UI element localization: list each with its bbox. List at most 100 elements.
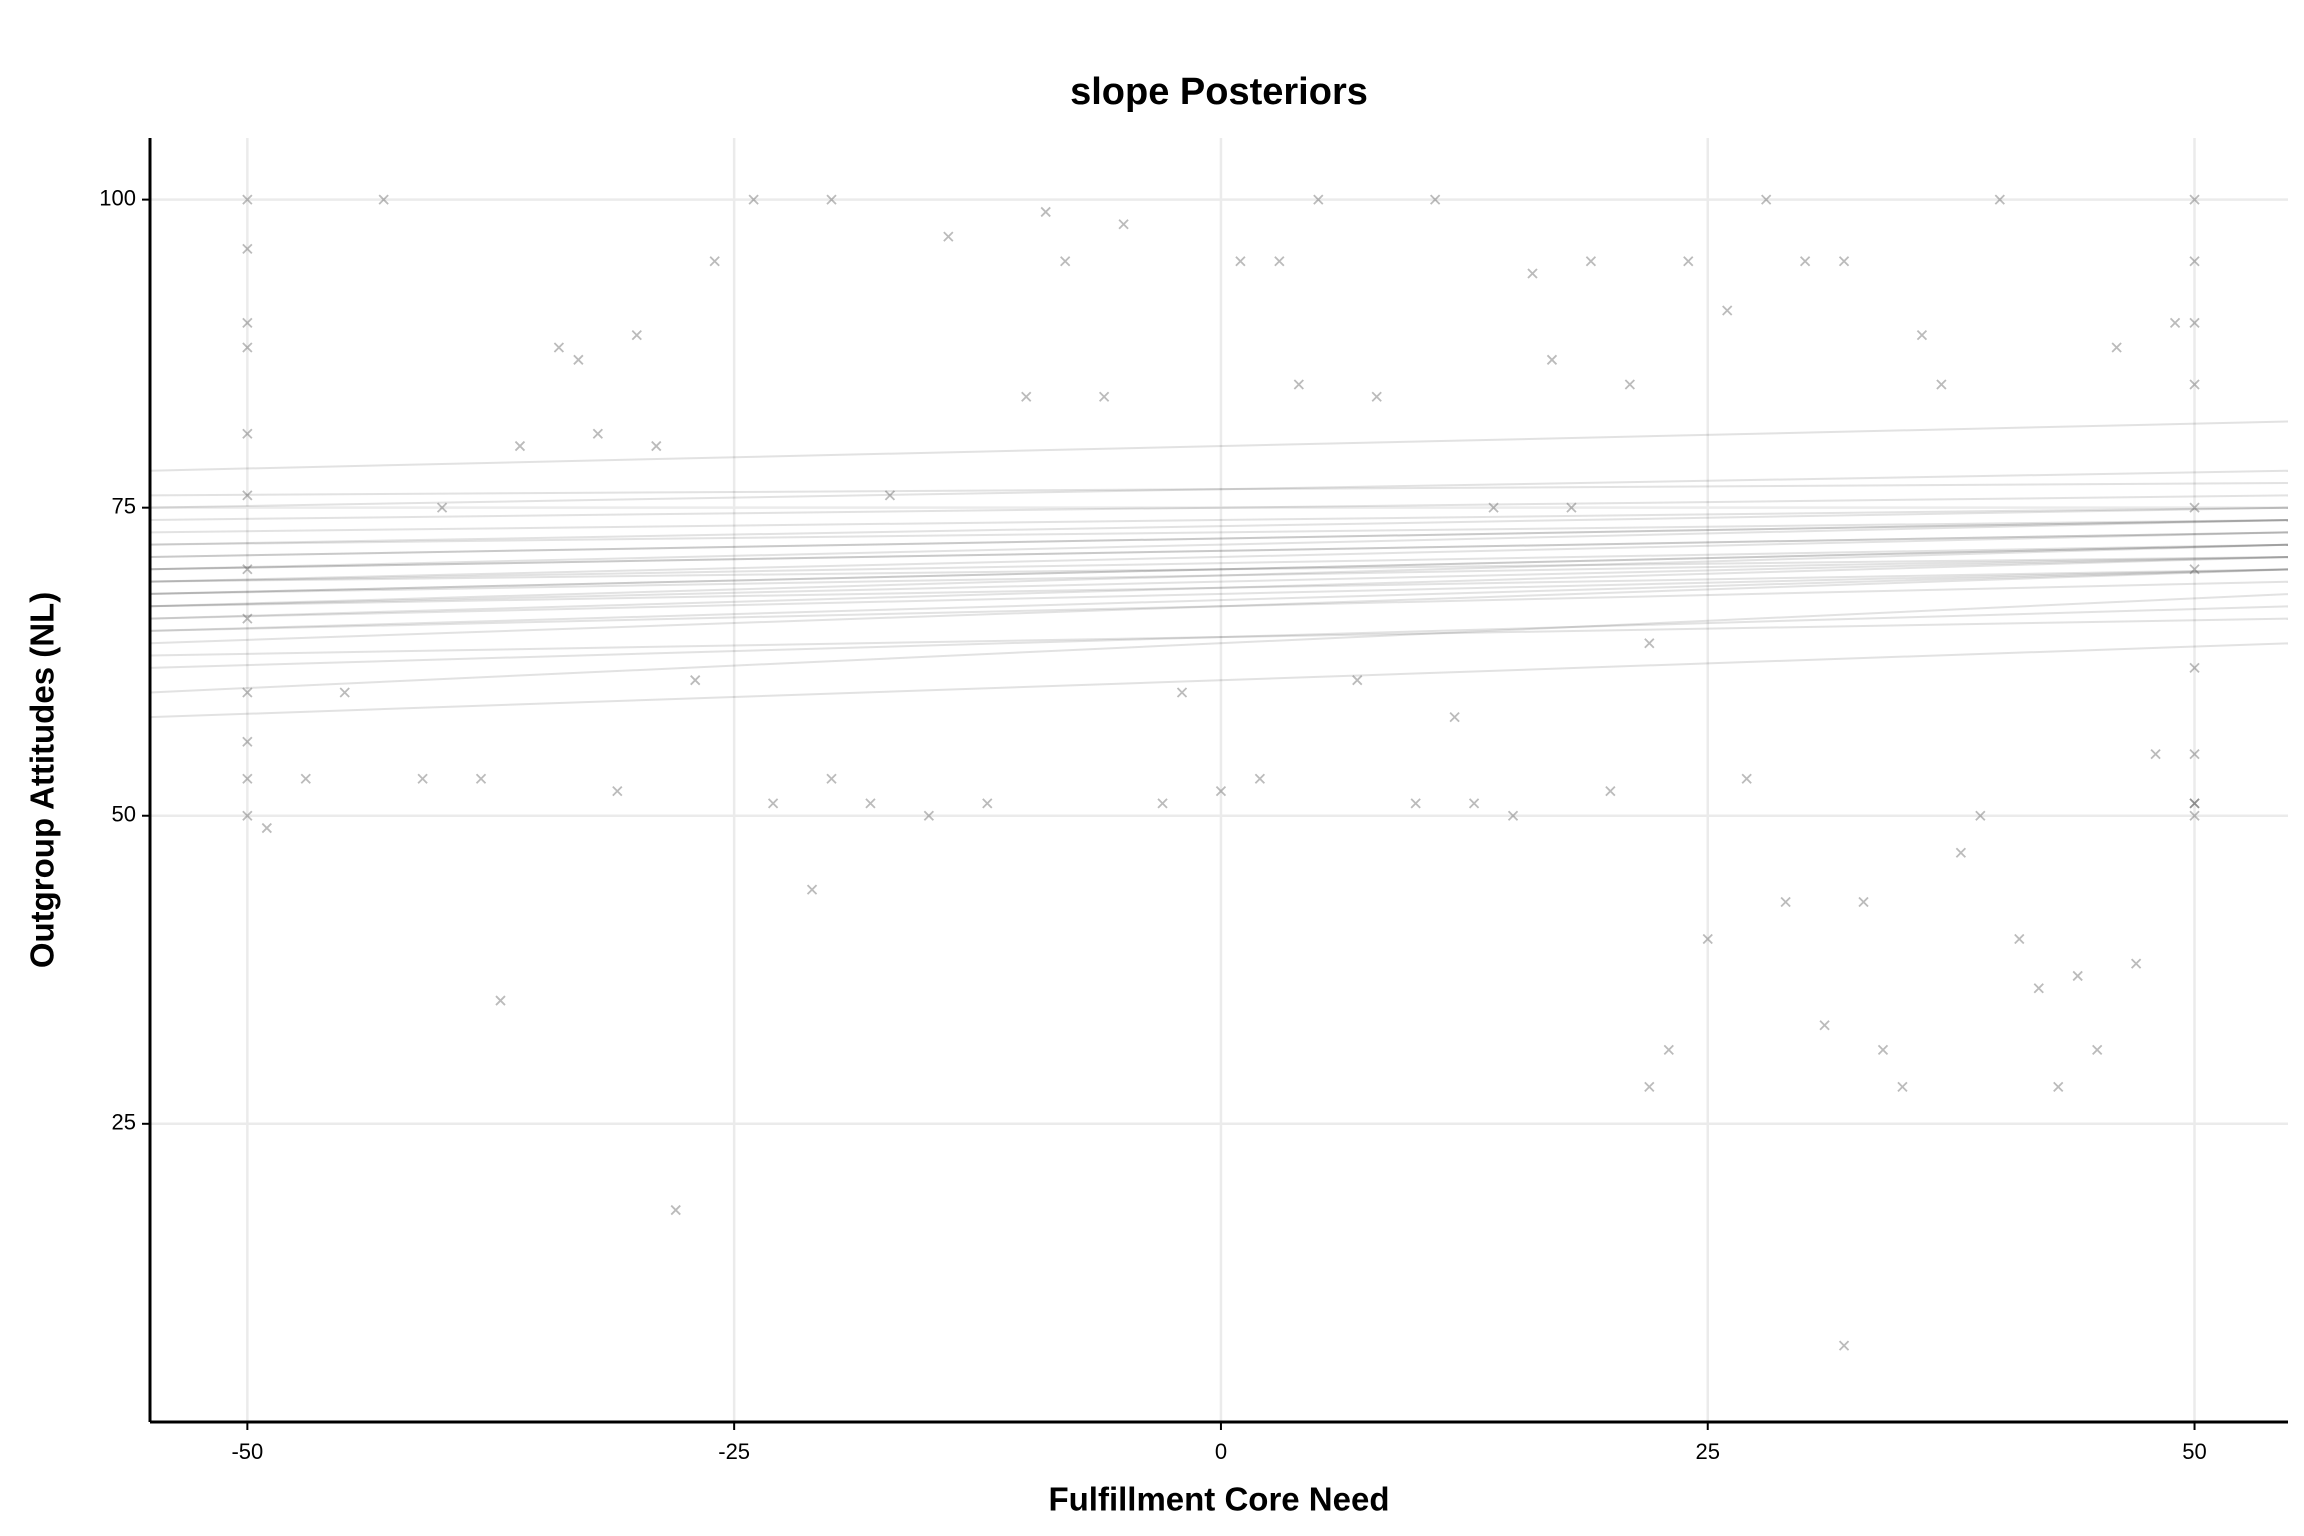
posterior-line [150,469,2288,509]
posterior-line [150,568,2288,620]
posterior-line [150,506,2288,546]
data-point [1644,1081,1655,1092]
posterior-line [150,642,2288,719]
posterior-line [150,519,2288,571]
posterior-line [150,617,2288,657]
data-point [1449,712,1460,723]
data-point [2189,564,2200,575]
posterior-line [150,593,2288,694]
posterior-line [150,494,2288,521]
posterior-line [150,556,2288,583]
x-tick-label: -25 [718,1439,750,1464]
data-point [1936,379,1947,390]
data-point [2189,317,2200,328]
data-point [339,687,350,698]
posterior-line [150,519,2288,558]
data-point [1858,896,1869,908]
posterior-line [150,531,2288,583]
data-point [631,330,642,341]
data-point [1254,773,1266,784]
data-point [1780,896,1791,908]
posterior-line [150,568,2288,645]
data-point [1585,256,1597,267]
data-point [378,194,389,205]
data-point [806,884,818,895]
chart-title: slope Posteriors [1070,71,1368,113]
data-point [1799,256,1811,267]
data-point [1215,785,1227,797]
data-point [982,798,993,809]
data-point [2189,748,2200,760]
data-point [865,798,876,809]
data-point [748,194,759,205]
data-point [2189,798,2200,809]
data-point [2189,194,2200,205]
posterior-line [150,568,2288,608]
data-point [690,675,701,686]
data-point [826,194,837,205]
data-point [1371,391,1382,402]
data-point [2130,958,2142,969]
data-point [242,490,253,501]
data-point [923,810,935,821]
posterior-line [150,506,2288,534]
posterior-line [150,519,2288,546]
data-point [2189,502,2200,513]
data-point [242,342,253,353]
data-point [436,502,448,513]
data-point [242,736,253,747]
data-point [2053,1081,2064,1092]
data-point [1741,773,1752,784]
data-point [261,822,272,834]
data-point [1410,798,1421,809]
data-point [1157,798,1168,809]
data-point [2150,748,2161,760]
data-point [242,194,253,205]
posterior-line [150,543,2288,583]
data-point [1838,1340,1850,1351]
data-point [242,243,253,255]
data-point [1235,256,1246,267]
posterior-line [150,580,2288,632]
data-point [242,687,253,698]
data-point [2189,256,2200,267]
posterior-line [150,605,2288,669]
data-point [300,773,311,784]
data-point [709,256,720,267]
data-point [1877,1044,1889,1055]
posterior-line [150,531,2288,571]
data-point [1430,194,1441,205]
y-tick-label: 100 [99,185,136,210]
data-point [242,428,253,439]
data-point [1527,268,1538,279]
y-tick-label: 75 [112,493,136,518]
data-point [514,440,526,452]
posterior-line [150,543,2288,595]
data-point [1176,687,1188,698]
data-point [2189,379,2200,390]
posterior-line [150,531,2288,571]
data-point [612,785,623,797]
data-point [1819,1020,1830,1031]
data-point [1274,256,1285,267]
data-point [1994,194,2005,205]
posterior-line [150,543,2288,608]
y-axis-label: Outgroup Attitudes (NL) [24,592,61,968]
y-tick-label: 50 [112,802,136,827]
data-point [242,317,253,328]
data-point [1722,305,1733,316]
data-point [1060,256,1071,267]
data-point [1975,810,1986,821]
posterior-line [150,556,2288,608]
data-point [1313,194,1324,205]
data-point [475,773,487,784]
posterior-line [150,519,2288,558]
data-point [1644,638,1655,649]
data-point [2169,317,2181,328]
data-point [495,995,506,1006]
posterior-line [150,420,2288,472]
data-point [1488,502,1499,513]
data-point [1546,354,1558,365]
y-tick-label: 25 [112,1110,136,1135]
